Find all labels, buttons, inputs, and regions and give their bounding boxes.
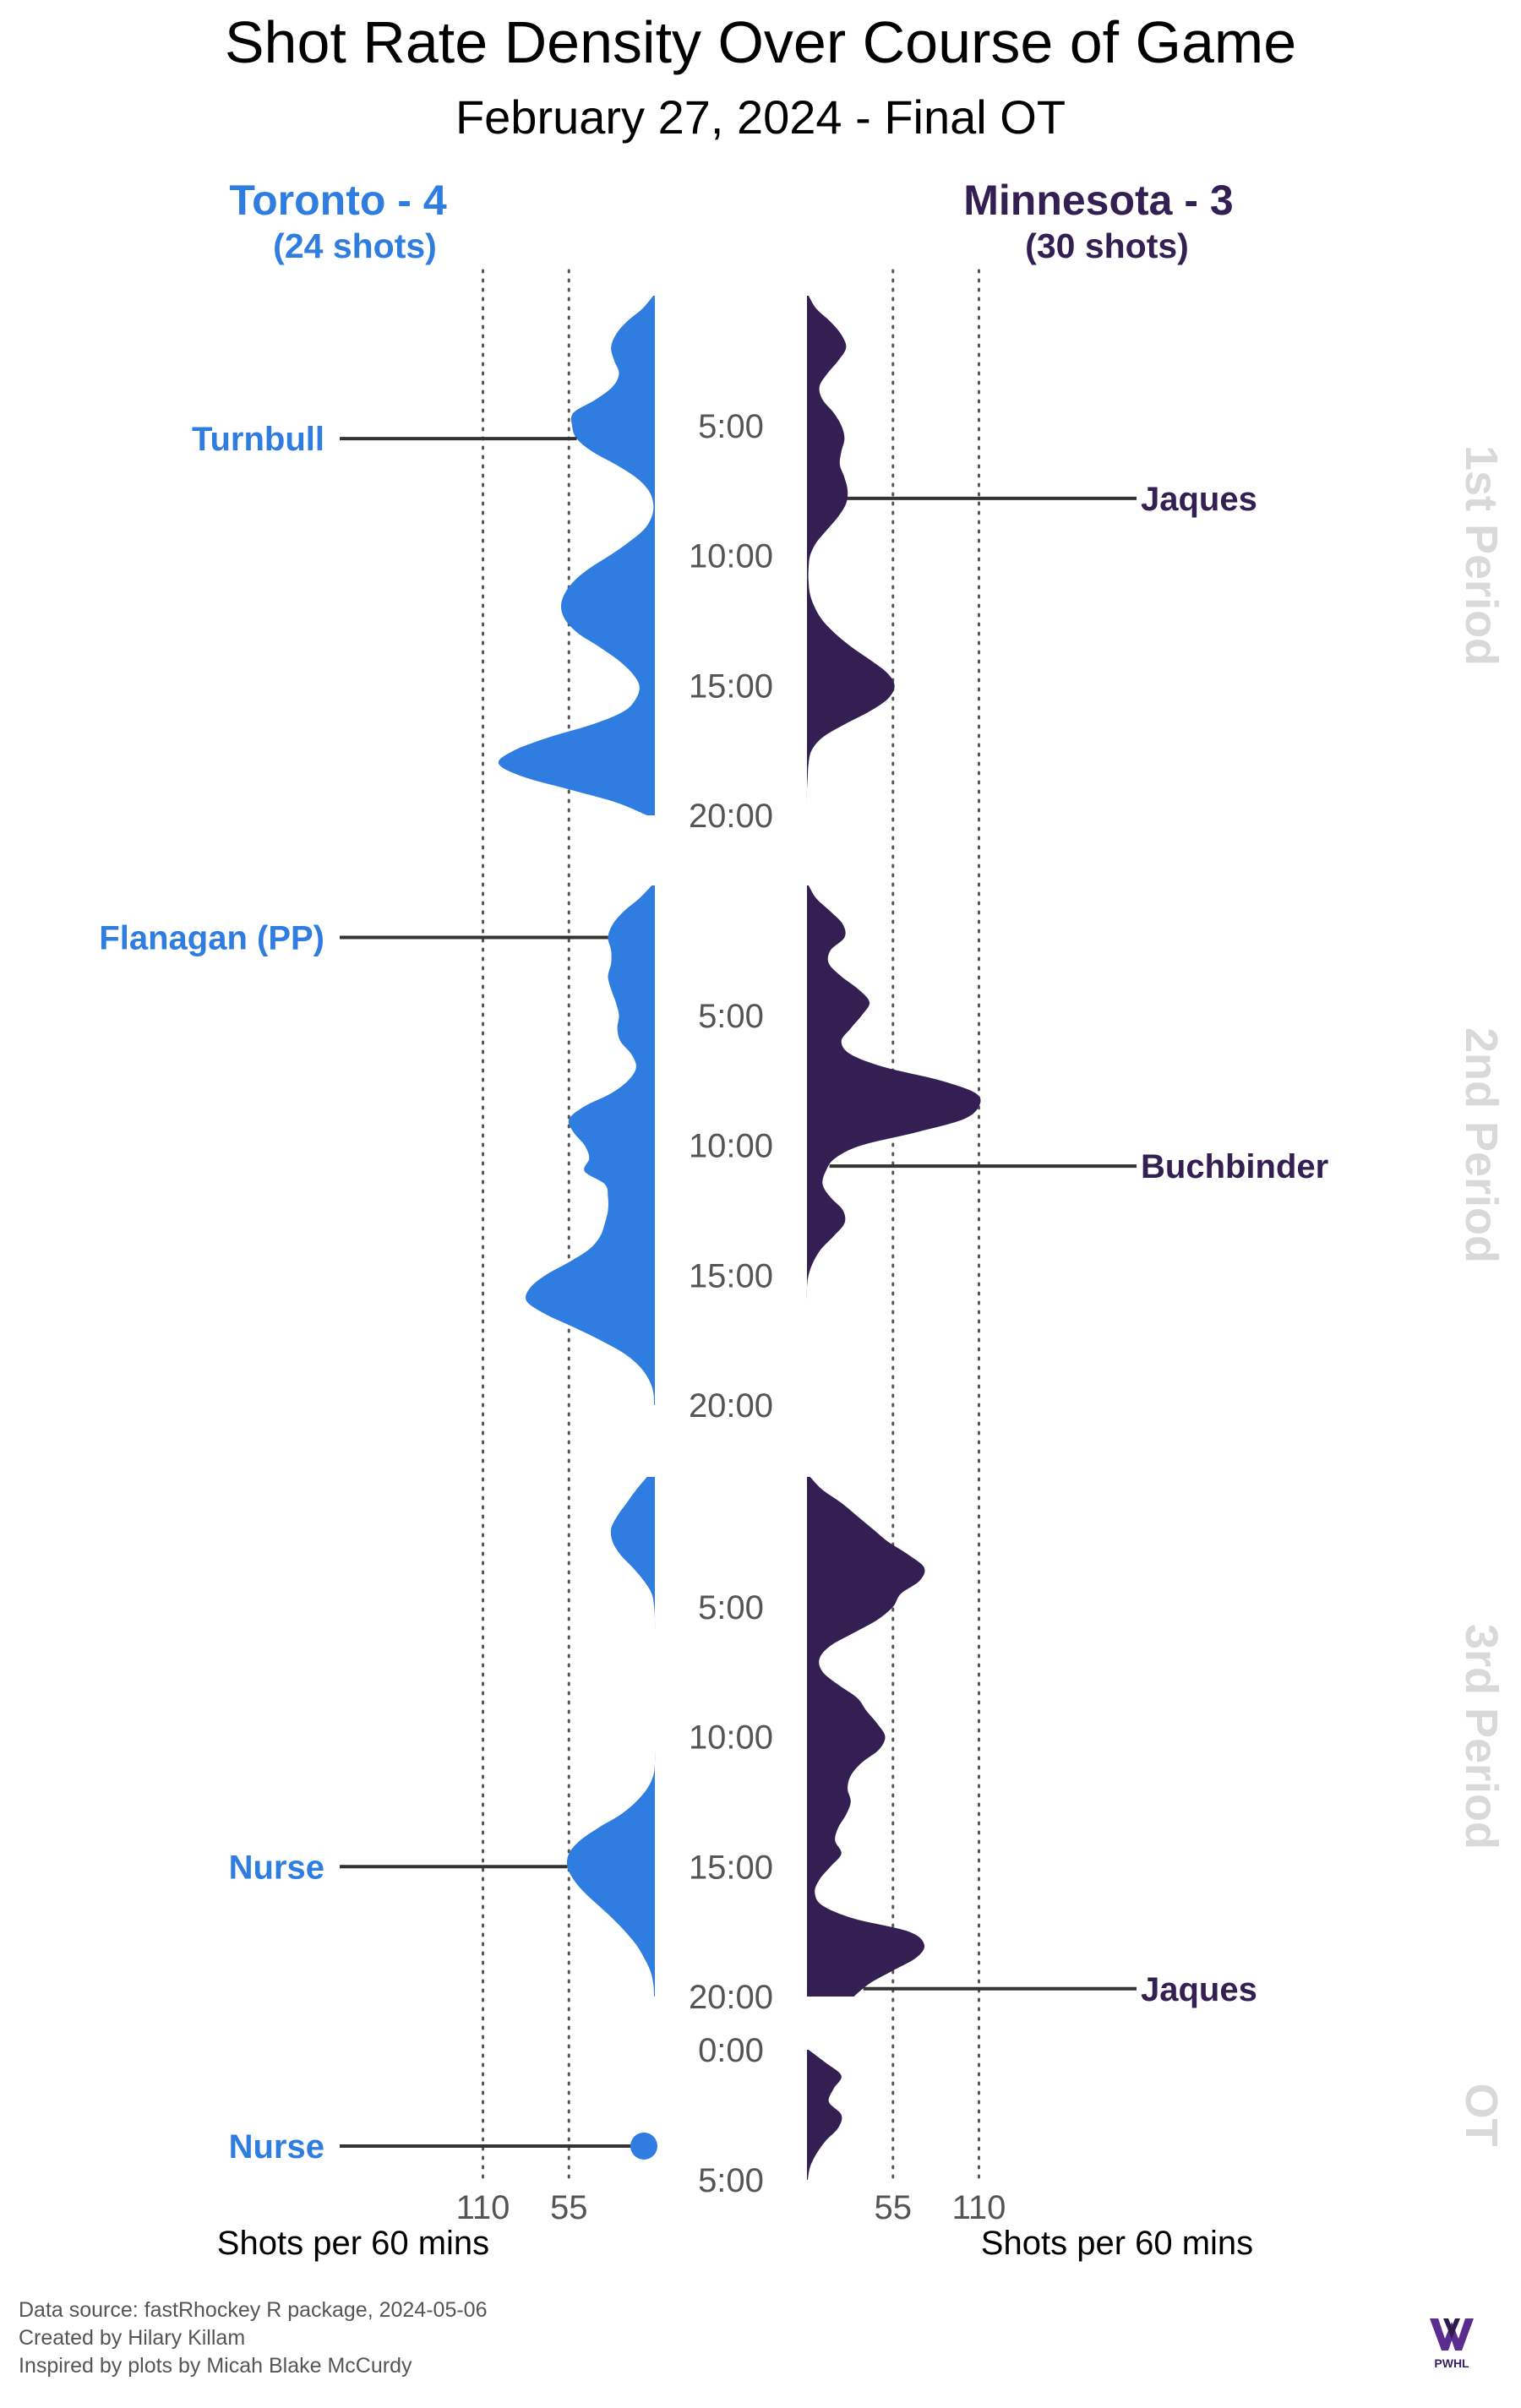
home-x-axis-title: Shots per 60 mins [217, 2225, 489, 2262]
home-density-2nd-period [526, 885, 655, 1405]
away-density-2nd-period [806, 885, 981, 1405]
time-tick-3rd-period: 5:00 [698, 1589, 764, 1626]
period-label-3rd-period: 3rd Period [1456, 1624, 1507, 1850]
time-tick-1st-period: 10:00 [689, 538, 773, 575]
footer: Data source: fastRhockey R package, 2024… [19, 2296, 487, 2380]
home-density-1st-period [498, 296, 655, 815]
pwhl-logo: PWHL [1426, 2313, 1477, 2373]
goal-label-home: Nurse [229, 1849, 324, 1886]
time-tick-1st-period: 15:00 [689, 667, 773, 705]
time-tick-2nd-period: 15:00 [689, 1257, 773, 1294]
chart-subtitle: February 27, 2024 - Final OT [455, 90, 1066, 144]
time-tick-ot: 5:00 [698, 2162, 764, 2199]
goal-point-home [630, 2132, 657, 2160]
away-team-label: Minnesota - 3 [963, 177, 1234, 224]
home-x-tick: 110 [456, 2189, 510, 2226]
away-density-3rd-period [807, 1477, 925, 1997]
home-team-shots: (24 shots) [273, 226, 437, 265]
time-tick-2nd-period: 10:00 [689, 1128, 773, 1165]
time-tick-3rd-period: 15:00 [689, 1849, 773, 1886]
time-tick-1st-period: 20:00 [689, 798, 773, 835]
time-tick-2nd-period: 5:00 [698, 998, 764, 1035]
footer-created: Created by Hilary Killam [19, 2326, 246, 2350]
period-label-ot: OT [1456, 2084, 1507, 2147]
footer-source: Data source: fastRhockey R package, 2024… [19, 2298, 488, 2322]
chart-title: Shot Rate Density Over Course of Game [224, 9, 1297, 75]
footer-inspired: Inspired by plots by Micah Blake McCurdy [19, 2354, 412, 2378]
goal-label-away: Jaques [1141, 481, 1257, 518]
logo-text: PWHL [1434, 2356, 1469, 2370]
goal-label-home: Flanagan (PP) [99, 920, 324, 957]
goal-label-home: Nurse [229, 2128, 324, 2166]
home-team-label: Toronto - 4 [229, 177, 447, 224]
period-label-2nd-period: 2nd Period [1456, 1027, 1507, 1263]
time-tick-3rd-period: 20:00 [689, 1979, 773, 2016]
goal-label-away: Buchbinder [1141, 1148, 1328, 1185]
time-tick-1st-period: 5:00 [698, 408, 764, 445]
home-x-tick: 55 [550, 2189, 588, 2226]
time-tick-2nd-period: 20:00 [689, 1387, 773, 1425]
goal-label-home: Turnbull [192, 421, 324, 458]
goal-label-away: Jaques [1141, 1971, 1257, 2008]
period-label-1st-period: 1st Period [1456, 445, 1507, 666]
away-density-ot [807, 2050, 842, 2180]
time-tick-3rd-period: 10:00 [689, 1719, 773, 1757]
away-x-tick: 55 [875, 2189, 913, 2226]
away-x-axis-title: Shots per 60 mins [981, 2225, 1253, 2262]
time-tick-ot: 0:00 [698, 2032, 764, 2069]
home-density-3rd-period [566, 1477, 656, 1997]
away-team-shots: (30 shots) [1025, 226, 1189, 265]
away-density-1st-period [806, 296, 895, 815]
away-x-tick: 110 [952, 2189, 1006, 2226]
